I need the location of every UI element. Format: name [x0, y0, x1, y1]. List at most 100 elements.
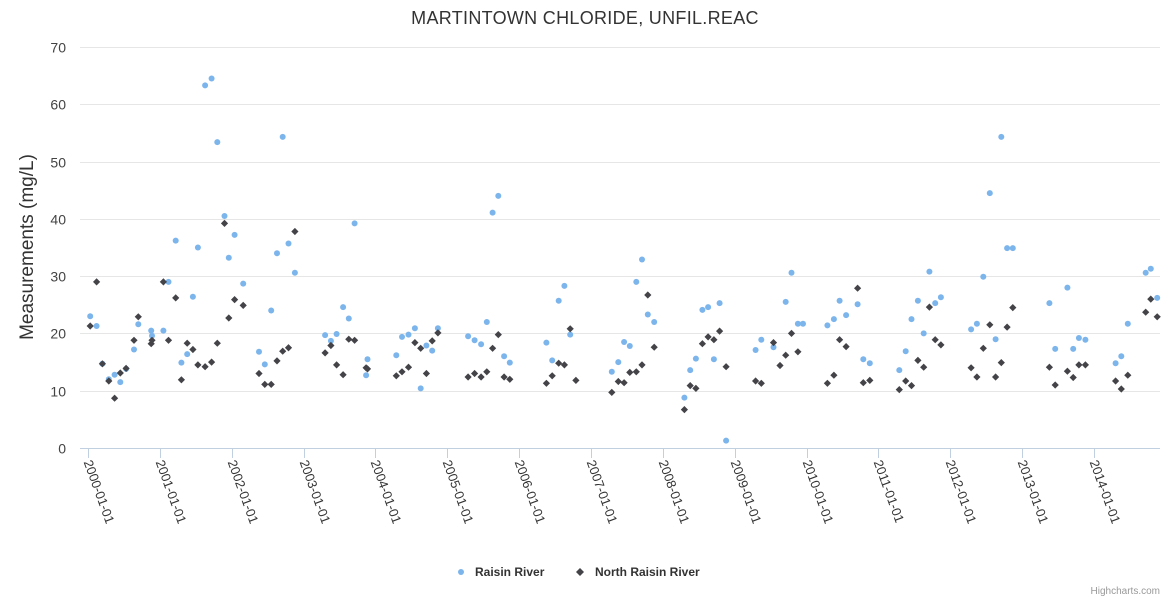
data-point-north-raisin-river[interactable]	[992, 373, 1000, 381]
data-point-raisin-river[interactable]	[723, 437, 730, 444]
data-point-raisin-river[interactable]	[465, 333, 472, 340]
data-point-raisin-river[interactable]	[633, 278, 640, 285]
legend-label-raisin-river[interactable]: Raisin River	[475, 565, 545, 579]
data-point-raisin-river[interactable]	[194, 244, 201, 251]
data-point-raisin-river[interactable]	[626, 343, 633, 349]
data-point-raisin-river[interactable]	[836, 297, 843, 304]
data-point-north-raisin-river[interactable]	[548, 372, 556, 380]
data-point-raisin-river[interactable]	[986, 190, 993, 197]
data-point-north-raisin-river[interactable]	[620, 379, 628, 387]
data-point-raisin-river[interactable]	[411, 325, 418, 332]
data-point-north-raisin-river[interactable]	[973, 373, 981, 381]
data-point-north-raisin-river[interactable]	[937, 341, 945, 349]
data-point-north-raisin-river[interactable]	[434, 329, 442, 337]
data-point-north-raisin-river[interactable]	[1142, 308, 1150, 316]
data-point-raisin-river[interactable]	[705, 304, 712, 311]
data-point-north-raisin-river[interactable]	[261, 380, 269, 388]
data-point-north-raisin-river[interactable]	[339, 371, 347, 379]
data-point-north-raisin-river[interactable]	[122, 364, 130, 372]
data-point-raisin-river[interactable]	[478, 341, 485, 348]
data-point-raisin-river[interactable]	[1070, 345, 1077, 352]
data-point-raisin-river[interactable]	[1004, 245, 1011, 252]
data-point-raisin-river[interactable]	[148, 327, 155, 334]
data-point-north-raisin-river[interactable]	[686, 382, 694, 390]
data-point-north-raisin-river[interactable]	[321, 349, 329, 357]
data-point-north-raisin-river[interactable]	[722, 363, 730, 371]
data-point-north-raisin-river[interactable]	[489, 344, 497, 352]
data-point-raisin-river[interactable]	[651, 319, 658, 325]
data-point-raisin-river[interactable]	[830, 316, 837, 323]
data-point-raisin-river[interactable]	[429, 347, 436, 354]
data-point-north-raisin-river[interactable]	[213, 339, 221, 347]
data-point-raisin-river[interactable]	[1075, 335, 1082, 341]
data-point-north-raisin-river[interactable]	[1081, 361, 1089, 369]
data-point-north-raisin-river[interactable]	[428, 337, 436, 345]
data-point-north-raisin-river[interactable]	[105, 377, 113, 385]
data-point-north-raisin-river[interactable]	[231, 296, 239, 304]
data-point-raisin-river[interactable]	[788, 269, 795, 276]
data-point-north-raisin-river[interactable]	[284, 344, 293, 352]
data-point-north-raisin-river[interactable]	[823, 379, 831, 387]
data-point-north-raisin-river[interactable]	[638, 361, 646, 369]
data-point-raisin-river[interactable]	[973, 320, 980, 327]
data-point-raisin-river[interactable]	[555, 297, 562, 304]
data-point-raisin-river[interactable]	[178, 359, 185, 366]
data-point-north-raisin-river[interactable]	[572, 376, 580, 384]
data-point-north-raisin-river[interactable]	[1153, 313, 1161, 321]
data-point-raisin-river[interactable]	[327, 337, 334, 344]
data-point-raisin-river[interactable]	[782, 298, 789, 305]
data-point-raisin-river[interactable]	[131, 346, 137, 353]
data-point-north-raisin-river[interactable]	[842, 343, 850, 351]
data-point-north-raisin-river[interactable]	[404, 363, 413, 371]
data-point-raisin-river[interactable]	[770, 344, 777, 351]
data-point-raisin-river[interactable]	[256, 348, 262, 355]
data-point-raisin-river[interactable]	[202, 82, 209, 89]
data-point-north-raisin-river[interactable]	[716, 327, 724, 335]
data-point-raisin-river[interactable]	[752, 347, 759, 353]
data-point-raisin-river[interactable]	[932, 300, 939, 307]
data-point-raisin-river[interactable]	[274, 250, 280, 257]
data-point-raisin-river[interactable]	[184, 351, 191, 358]
data-point-north-raisin-river[interactable]	[417, 344, 425, 352]
data-point-north-raisin-river[interactable]	[782, 351, 790, 359]
data-point-raisin-river[interactable]	[489, 209, 496, 216]
data-point-north-raisin-river[interactable]	[172, 294, 180, 302]
data-point-north-raisin-river[interactable]	[769, 339, 778, 347]
data-point-raisin-river[interactable]	[417, 385, 424, 392]
data-point-raisin-river[interactable]	[758, 336, 765, 343]
data-point-north-raisin-river[interactable]	[1069, 373, 1077, 382]
data-point-raisin-river[interactable]	[501, 353, 508, 360]
data-point-raisin-river[interactable]	[824, 322, 831, 329]
data-point-raisin-river[interactable]	[937, 294, 944, 301]
data-point-north-raisin-river[interactable]	[566, 325, 574, 333]
data-point-north-raisin-river[interactable]	[614, 377, 622, 386]
data-point-raisin-river[interactable]	[608, 368, 615, 375]
data-point-north-raisin-river[interactable]	[710, 336, 718, 344]
data-point-north-raisin-river[interactable]	[692, 384, 700, 392]
data-point-raisin-river[interactable]	[345, 315, 352, 322]
data-point-north-raisin-river[interactable]	[483, 368, 491, 376]
data-point-raisin-river[interactable]	[506, 359, 513, 366]
data-point-north-raisin-river[interactable]	[148, 336, 156, 344]
data-point-raisin-river[interactable]	[93, 323, 100, 329]
data-point-raisin-river[interactable]	[363, 372, 370, 379]
data-point-north-raisin-river[interactable]	[925, 303, 933, 311]
data-point-north-raisin-river[interactable]	[560, 361, 568, 369]
data-point-raisin-river[interactable]	[225, 254, 232, 261]
data-point-north-raisin-river[interactable]	[1112, 377, 1120, 385]
data-point-north-raisin-river[interactable]	[752, 377, 760, 385]
data-point-north-raisin-river[interactable]	[787, 329, 796, 337]
data-point-raisin-river[interactable]	[240, 280, 247, 287]
data-point-north-raisin-river[interactable]	[650, 343, 658, 351]
data-point-north-raisin-river[interactable]	[273, 357, 281, 365]
data-point-raisin-river[interactable]	[992, 336, 999, 343]
data-point-raisin-river[interactable]	[621, 339, 628, 345]
data-point-raisin-river[interactable]	[1064, 284, 1071, 291]
data-point-north-raisin-river[interactable]	[177, 376, 185, 384]
data-point-raisin-river[interactable]	[561, 282, 568, 289]
data-point-raisin-river[interactable]	[639, 256, 645, 263]
data-point-north-raisin-river[interactable]	[220, 219, 229, 227]
data-point-raisin-river[interactable]	[1009, 245, 1016, 252]
data-point-north-raisin-river[interactable]	[1051, 381, 1059, 389]
data-point-north-raisin-river[interactable]	[477, 373, 485, 381]
